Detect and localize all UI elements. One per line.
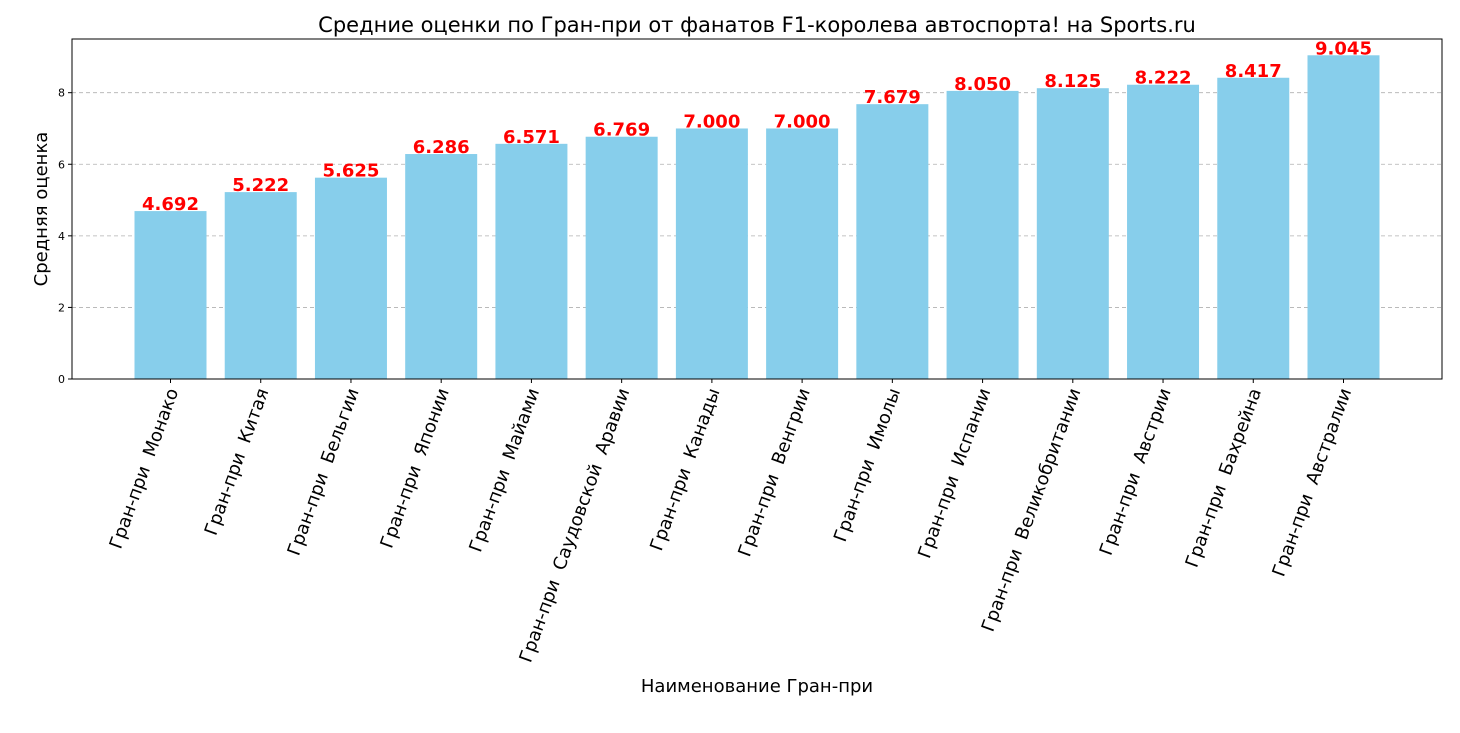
x-tick-label: Гран-при Великобритании (978, 386, 1086, 635)
x-tick-label: Гран-при Канады (646, 386, 724, 554)
grid-layer (72, 92, 1442, 308)
value-labels-layer: 4.692 5.222 5.625 6.286 6.571 6.769 7.000 7.000… (142, 38, 1372, 215)
bar (766, 128, 839, 379)
bar-value-label: 8.050 (954, 74, 1011, 95)
x-axis: Гран-при Монако Гран-при Китая Гран-при Бе… (106, 379, 1357, 666)
x-tick-label: Гран-при Бахрейна (1182, 386, 1266, 571)
bar (1127, 84, 1200, 379)
bar (495, 143, 568, 379)
bar (675, 128, 748, 379)
x-tick-label: Гран-при Австрии (1096, 386, 1176, 559)
bar-value-label: 6.286 (413, 137, 470, 158)
chart-title: Средние оценки по Гран-при от фанатов F1… (318, 13, 1196, 37)
bar-value-label: 5.222 (232, 175, 289, 196)
bar-value-label: 6.571 (503, 127, 560, 148)
bar-value-label: 8.222 (1135, 68, 1192, 89)
y-axis-title: Средняя оценка (31, 132, 52, 287)
x-tick-label: Гран-при Монако (106, 386, 184, 552)
bars-layer (134, 55, 1380, 380)
bar (856, 104, 929, 379)
plot-area-frame (71, 38, 1443, 380)
x-tick-label: Гран-при Майами (465, 386, 544, 555)
x-tick-label: Гран-при Венгрии (734, 386, 814, 560)
x-tick-label: Гран-при Австралии (1269, 386, 1357, 580)
bar-value-label: 4.692 (142, 194, 199, 215)
y-tick-label: 2 (58, 301, 65, 314)
bar (1307, 55, 1380, 379)
bar (946, 90, 1019, 379)
bar-value-label: 7.000 (774, 111, 831, 132)
bar (585, 136, 658, 379)
y-axis: 0 2 4 6 8 (58, 87, 72, 386)
x-axis-title: Наименование Гран-при (641, 676, 873, 697)
bar-value-label: 7.679 (864, 87, 921, 108)
bar (405, 154, 478, 379)
x-tick-label: Гран-при Имолы (830, 386, 905, 545)
bar (314, 177, 387, 379)
bar-value-label: 8.417 (1225, 61, 1282, 82)
bar (1036, 88, 1109, 380)
bar-value-label: 9.045 (1315, 38, 1372, 59)
x-tick-label: Гран-при Китая (201, 386, 274, 539)
y-tick-label: 6 (58, 158, 65, 171)
bar-value-label: 5.625 (322, 161, 379, 182)
x-tick-label: Гран-при Бельгии (284, 386, 364, 559)
y-tick-label: 8 (58, 87, 65, 100)
bar (134, 211, 207, 379)
y-tick-label: 4 (58, 230, 65, 243)
bar-value-label: 6.769 (593, 120, 650, 141)
y-tick-label: 0 (58, 373, 65, 386)
x-tick-label: Гран-при Испании (914, 386, 995, 562)
bar-value-label: 7.000 (683, 111, 740, 132)
bar-value-label: 8.125 (1044, 71, 1101, 92)
bar (224, 192, 297, 379)
bar (1217, 77, 1290, 379)
x-tick-label: Гран-при Японии (377, 386, 454, 552)
x-tick-label: Гран-при Саудовской Аравии (515, 386, 634, 666)
